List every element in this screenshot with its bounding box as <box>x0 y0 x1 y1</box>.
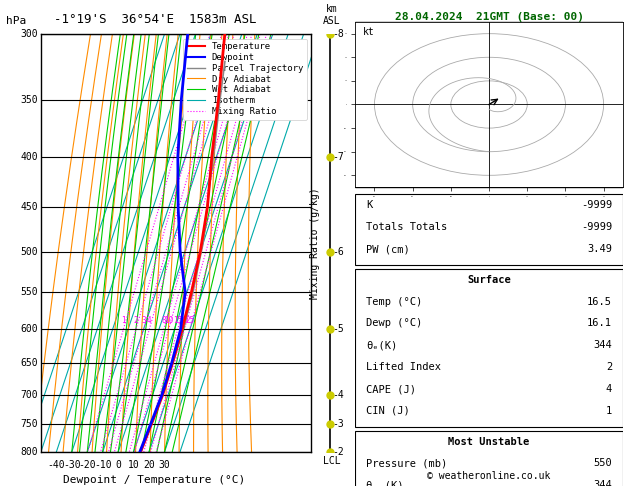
Text: -3: -3 <box>333 419 344 430</box>
Text: 344: 344 <box>593 340 612 350</box>
Text: Dewp (°C): Dewp (°C) <box>366 318 422 329</box>
Text: 300: 300 <box>21 29 38 39</box>
Text: 1: 1 <box>121 316 126 325</box>
Bar <box>355 431 623 486</box>
Text: kt: kt <box>363 27 375 36</box>
Text: 400: 400 <box>21 152 38 162</box>
Text: 700: 700 <box>21 390 38 400</box>
Text: 20: 20 <box>143 460 155 470</box>
Text: 650: 650 <box>21 359 38 368</box>
Text: hPa: hPa <box>6 16 26 26</box>
Text: 16.1: 16.1 <box>587 318 612 329</box>
Text: Totals Totals: Totals Totals <box>366 222 447 232</box>
Text: 3: 3 <box>142 316 146 325</box>
Text: 550: 550 <box>21 287 38 297</box>
Text: -4: -4 <box>333 390 344 400</box>
Text: 550: 550 <box>593 458 612 469</box>
Text: -7: -7 <box>333 152 344 162</box>
Text: -1°19'S  36°54'E  1583m ASL: -1°19'S 36°54'E 1583m ASL <box>55 13 257 26</box>
Text: 2: 2 <box>606 362 612 372</box>
Text: 16.5: 16.5 <box>587 296 612 307</box>
Text: Surface: Surface <box>467 275 511 285</box>
Text: -5: -5 <box>333 324 344 334</box>
Text: 15: 15 <box>173 316 182 325</box>
Text: 344: 344 <box>593 480 612 486</box>
Text: K: K <box>366 200 372 210</box>
Text: 10: 10 <box>128 460 140 470</box>
Text: -20: -20 <box>79 460 96 470</box>
Text: 1: 1 <box>606 406 612 416</box>
Text: 600: 600 <box>21 324 38 334</box>
Text: 750: 750 <box>21 419 38 430</box>
Bar <box>355 22 623 187</box>
Legend: Temperature, Dewpoint, Parcel Trajectory, Dry Adiabat, Wet Adiabat, Isotherm, Mi: Temperature, Dewpoint, Parcel Trajectory… <box>183 38 307 120</box>
Text: -30: -30 <box>63 460 81 470</box>
Text: -9999: -9999 <box>581 222 612 232</box>
Text: 4: 4 <box>606 384 612 394</box>
Text: -40: -40 <box>48 460 65 470</box>
Text: CIN (J): CIN (J) <box>366 406 410 416</box>
Text: 25: 25 <box>185 316 194 325</box>
Text: 30: 30 <box>159 460 170 470</box>
Text: Lifted Index: Lifted Index <box>366 362 441 372</box>
Text: LCL: LCL <box>323 456 341 466</box>
Text: -2: -2 <box>333 447 344 457</box>
Text: © weatheronline.co.uk: © weatheronline.co.uk <box>427 471 551 481</box>
Text: 350: 350 <box>21 95 38 104</box>
Text: 28.04.2024  21GMT (Base: 00): 28.04.2024 21GMT (Base: 00) <box>394 12 584 22</box>
Text: θₑ (K): θₑ (K) <box>366 480 404 486</box>
Text: Temp (°C): Temp (°C) <box>366 296 422 307</box>
Text: 10: 10 <box>164 316 173 325</box>
Text: 500: 500 <box>21 247 38 257</box>
Text: CAPE (J): CAPE (J) <box>366 384 416 394</box>
Text: -6: -6 <box>333 247 344 257</box>
Text: 4: 4 <box>147 316 152 325</box>
Text: Mixing Ratio (g/kg): Mixing Ratio (g/kg) <box>309 187 320 299</box>
Text: -9999: -9999 <box>581 200 612 210</box>
Text: Dewpoint / Temperature (°C): Dewpoint / Temperature (°C) <box>64 475 245 485</box>
Text: 0: 0 <box>115 460 121 470</box>
Bar <box>355 269 623 427</box>
Text: Pressure (mb): Pressure (mb) <box>366 458 447 469</box>
Text: -10: -10 <box>94 460 111 470</box>
Text: 20: 20 <box>180 316 189 325</box>
Text: PW (cm): PW (cm) <box>366 244 410 254</box>
Text: -8: -8 <box>333 29 344 39</box>
Text: 450: 450 <box>21 202 38 212</box>
Text: θₑ(K): θₑ(K) <box>366 340 398 350</box>
Text: km
ASL: km ASL <box>323 4 341 26</box>
Text: 3.49: 3.49 <box>587 244 612 254</box>
Text: Most Unstable: Most Unstable <box>448 436 530 447</box>
Text: 2: 2 <box>133 316 138 325</box>
Text: 800: 800 <box>21 447 38 457</box>
Text: 8: 8 <box>162 316 166 325</box>
Bar <box>355 194 623 265</box>
